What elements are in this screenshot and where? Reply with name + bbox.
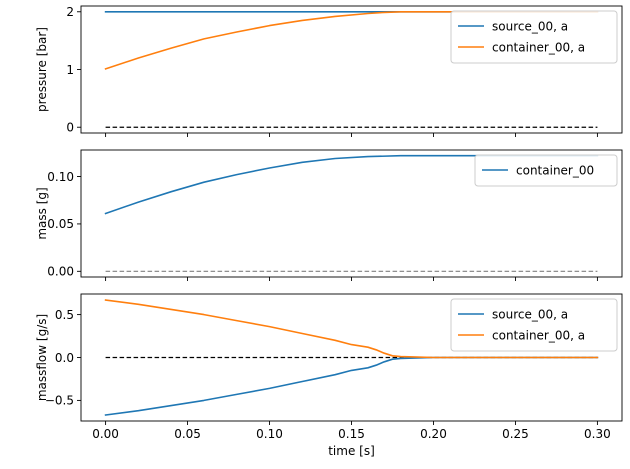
legend-frame xyxy=(474,154,618,187)
legend-label-1: source_00, a xyxy=(492,19,568,33)
series-line-2 xyxy=(104,299,599,359)
legend-label-2: container_00, a xyxy=(492,328,585,342)
legend-label-2: container_00, a xyxy=(492,40,585,54)
y-tick-label: 2 xyxy=(66,5,74,19)
y-tick-label: 0.05 xyxy=(47,217,74,231)
y-tick-label: 0.00 xyxy=(47,265,74,279)
y-axis-label: pressure [bar] xyxy=(35,27,49,112)
legend-label-1: source_00, a xyxy=(492,307,568,321)
legend: source_00, a container_00, a xyxy=(450,298,618,352)
x-tick-label: 0.05 xyxy=(174,427,201,441)
chart-panel-1: 0 1 2 pressure [bar] source_00, a container_0… xyxy=(35,5,623,137)
legend: container_00 xyxy=(474,154,618,187)
chart-panel-2: 0.00 0.05 0.10 mass [g] container_00 xyxy=(35,149,623,281)
x-tick-label: 0.20 xyxy=(420,427,447,441)
x-axis-label: time [s] xyxy=(328,444,375,458)
x-tick-label: 0.00 xyxy=(92,427,119,441)
y-tick-label: 0.5 xyxy=(55,308,74,322)
series-line-1 xyxy=(104,356,599,416)
x-tick-label: 0.15 xyxy=(338,427,365,441)
legend-frame xyxy=(450,10,618,64)
legend-label-1: container_00 xyxy=(516,163,594,177)
series-line-1 xyxy=(104,154,599,215)
y-axis-label: mass [g] xyxy=(35,187,49,239)
y-tick-label: 0.10 xyxy=(47,170,74,184)
x-tick-label: 0.30 xyxy=(584,427,611,441)
y-tick-label: −0.5 xyxy=(45,394,74,408)
legend-frame xyxy=(450,298,618,352)
x-tick-label: 0.10 xyxy=(256,427,283,441)
y-axis-label: massflow [g/s] xyxy=(35,314,49,401)
y-tick-label: 0 xyxy=(66,121,74,135)
y-tick-label: 1 xyxy=(66,63,74,77)
x-tick-label: 0.25 xyxy=(502,427,529,441)
chart-panel-3: 0.00 0.05 0.10 0.15 0.20 0.25 0.30 −0.5 0.0 0.5 ma… xyxy=(35,293,623,458)
y-tick-label: 0.0 xyxy=(55,351,74,365)
legend: source_00, a container_00, a xyxy=(450,10,618,64)
